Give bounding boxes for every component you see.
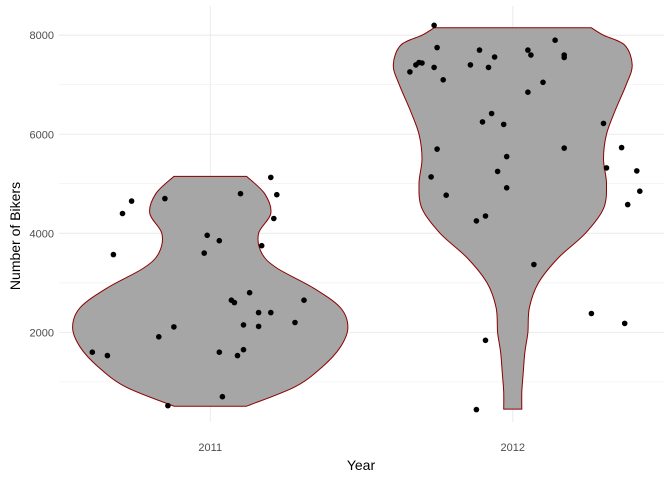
data-point-2011 [165, 402, 171, 409]
x-tick-label-2012: 2012 [501, 442, 525, 454]
data-point-2011 [255, 309, 262, 316]
data-point-2012 [540, 79, 546, 86]
data-point-2012 [443, 192, 450, 198]
data-point-2012 [407, 69, 413, 75]
data-point-2011 [89, 349, 96, 356]
data-point-2012 [552, 37, 558, 43]
data-point-2012 [482, 213, 489, 219]
x-axis-title: Year [347, 457, 376, 473]
data-point-2012 [479, 119, 486, 125]
data-point-2011 [119, 210, 126, 217]
data-point-2012 [634, 168, 640, 174]
data-point-2012 [467, 62, 474, 68]
data-point-2011 [216, 349, 223, 356]
data-point-2012 [419, 60, 425, 66]
data-point-2011 [128, 198, 135, 204]
data-point-2011 [246, 289, 253, 296]
data-point-2011 [237, 190, 244, 197]
data-point-2011 [292, 319, 298, 326]
violin-2011 [72, 175, 349, 407]
y-axis-title: Number of Bikers [7, 182, 23, 290]
data-point-2011 [201, 250, 207, 256]
data-point-2012 [525, 89, 531, 95]
data-point-2012 [561, 145, 567, 151]
data-point-2012 [431, 64, 437, 71]
data-point-2012 [488, 110, 495, 117]
data-point-2011 [258, 242, 265, 249]
data-point-2012 [428, 174, 434, 180]
y-tick-label-8000: 8000 [30, 30, 54, 42]
data-point-2012 [525, 47, 531, 53]
data-point-2012 [528, 52, 534, 58]
data-point-2012 [503, 185, 510, 191]
x-tick-label-2011: 2011 [198, 442, 222, 454]
data-point-2011 [240, 322, 247, 328]
data-point-2012 [491, 54, 498, 60]
data-point-2011 [274, 191, 280, 198]
data-point-2011 [268, 309, 274, 316]
data-point-2012 [440, 77, 447, 83]
data-point-2011 [234, 352, 241, 359]
data-point-2012 [531, 261, 537, 268]
data-point-2012 [503, 153, 510, 160]
data-point-2011 [268, 174, 274, 181]
data-point-2012 [494, 168, 501, 175]
data-point-2012 [637, 188, 643, 194]
y-tick-label-4000: 4000 [30, 228, 54, 240]
data-points [89, 22, 643, 413]
data-point-2012 [434, 146, 440, 152]
data-point-2012 [482, 337, 489, 344]
data-point-2012 [473, 218, 480, 224]
data-point-2012 [618, 144, 625, 151]
data-point-2011 [104, 352, 111, 359]
y-tick-label-2000: 2000 [30, 327, 54, 339]
y-axis-ticks: 2000 4000 6000 8000 [30, 30, 54, 339]
data-point-2011 [271, 215, 277, 222]
data-point-2011 [156, 334, 162, 340]
data-point-2011 [255, 323, 262, 330]
data-point-2011 [110, 251, 117, 258]
data-point-2011 [231, 299, 238, 306]
x-axis-ticks: 2011 2012 [198, 442, 525, 454]
data-point-2012 [621, 320, 628, 327]
data-point-2012 [473, 406, 480, 413]
data-point-2011 [301, 297, 307, 304]
data-point-2012 [600, 120, 607, 127]
y-tick-label-6000: 6000 [30, 129, 54, 141]
data-point-2011 [219, 393, 226, 400]
data-point-2011 [216, 237, 223, 244]
data-point-2011 [162, 195, 168, 202]
data-point-2012 [434, 44, 440, 51]
data-point-2012 [624, 201, 631, 208]
data-point-2011 [204, 232, 210, 239]
data-point-2012 [588, 310, 595, 317]
data-point-2012 [431, 22, 437, 29]
data-point-2011 [240, 346, 247, 353]
data-point-2012 [476, 47, 483, 53]
data-point-2012 [561, 52, 567, 58]
data-point-2012 [485, 64, 492, 71]
data-point-2012 [603, 165, 610, 171]
data-point-2012 [500, 121, 507, 128]
data-point-2011 [171, 324, 177, 330]
